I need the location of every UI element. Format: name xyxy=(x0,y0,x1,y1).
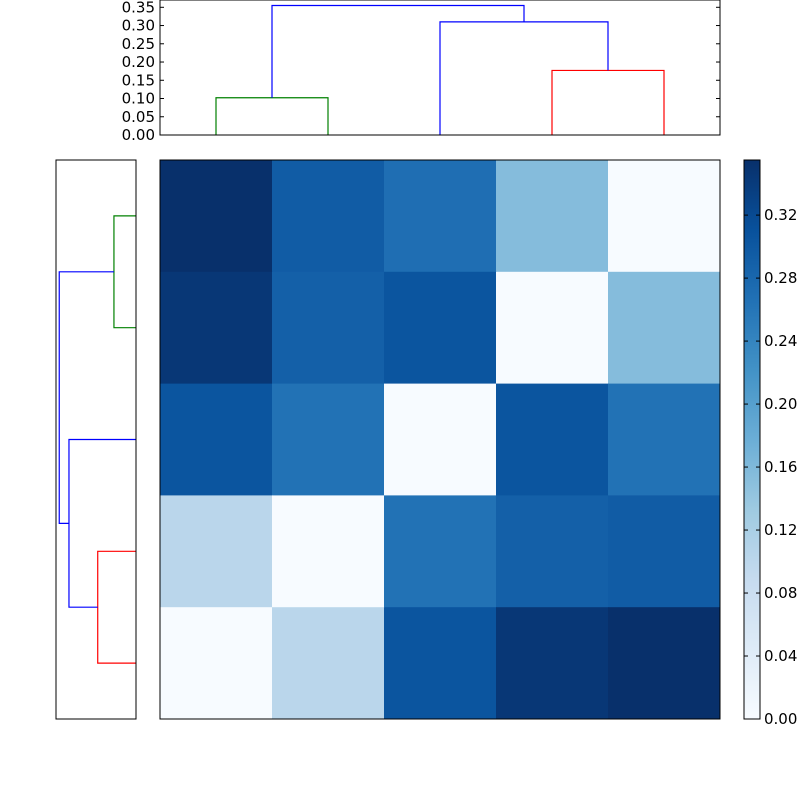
colorbar: 0.00 0.04 0.08 0.12 0.16 0.20 0.24 0.28 0.32 xyxy=(743,159,797,728)
heatmap-cell xyxy=(160,160,273,273)
heatmap-cell xyxy=(608,271,721,385)
top-dendrogram-link xyxy=(215,97,329,135)
top-dendrogram-y-tick-label: 0.20 xyxy=(122,53,155,71)
left-dendrogram-links xyxy=(58,215,136,664)
left-dendrogram-link xyxy=(113,215,136,329)
heatmap-cell xyxy=(272,160,385,273)
top-dendrogram-link xyxy=(439,21,609,135)
heatmap-cell xyxy=(384,160,497,273)
heatmap-cell xyxy=(608,383,721,496)
heatmap-cell xyxy=(496,607,609,720)
heatmap-cell xyxy=(160,383,273,496)
colorbar-tick-label: 0.04 xyxy=(764,647,797,665)
heatmap-cell xyxy=(496,495,609,608)
heatmap-cell xyxy=(608,607,721,720)
top-dendrogram-y-tick-label: 0.15 xyxy=(122,71,155,89)
top-dendrogram-y-tick-label: 0.00 xyxy=(122,126,155,144)
colorbar-tick-label: 0.16 xyxy=(764,458,797,476)
heatmap-cell xyxy=(384,271,497,385)
colorbar-tick-label: 0.20 xyxy=(764,395,797,413)
left-dendrogram-frame xyxy=(55,159,137,720)
top-dendrogram-link xyxy=(271,4,525,98)
colorbar-ticks: 0.00 0.04 0.08 0.12 0.16 0.20 0.24 0.28 0.32 xyxy=(744,206,797,728)
heatmap-cell xyxy=(272,495,385,608)
top-dendrogram-link xyxy=(551,69,665,135)
top-dendrogram-y-tick-label: 0.35 xyxy=(122,0,155,16)
colorbar-gradient xyxy=(743,159,761,720)
heatmap-cell xyxy=(496,271,609,385)
heatmap-cell xyxy=(272,271,385,385)
top-dendrogram-y-tick-label: 0.25 xyxy=(122,35,155,53)
top-dendrogram-y-axis: 0.000.050.100.150.200.250.300.35 xyxy=(122,0,720,144)
heatmap-cell xyxy=(496,383,609,496)
heatmap-cell xyxy=(160,271,273,385)
colorbar-tick-label: 0.00 xyxy=(764,710,797,728)
heatmap-cell xyxy=(384,607,497,720)
top-dendrogram-y-tick-label: 0.30 xyxy=(122,17,155,35)
heatmap-cells xyxy=(160,160,721,720)
top-dendrogram-links xyxy=(215,4,665,135)
heatmap-cell xyxy=(272,383,385,496)
top-dendrogram-y-tick-label: 0.05 xyxy=(122,108,155,126)
heatmap-cell xyxy=(160,607,273,720)
left-dendrogram xyxy=(55,159,137,720)
colorbar-tick-label: 0.24 xyxy=(764,332,797,350)
heatmap-cell xyxy=(272,607,385,720)
heatmap-cell xyxy=(160,495,273,608)
colorbar-tick-label: 0.08 xyxy=(764,584,797,602)
left-dendrogram-link xyxy=(58,271,114,524)
heatmap-cell xyxy=(384,495,497,608)
left-dendrogram-link xyxy=(97,550,136,664)
heatmap xyxy=(159,159,721,720)
colorbar-tick-label: 0.28 xyxy=(764,269,797,287)
heatmap-frame xyxy=(159,159,721,720)
top-dendrogram: 0.000.050.100.150.200.250.300.35 xyxy=(122,0,721,144)
left-dendrogram-link xyxy=(68,438,136,608)
heatmap-cell xyxy=(608,160,721,273)
heatmap-cell xyxy=(608,495,721,608)
colorbar-tick-label: 0.12 xyxy=(764,521,797,539)
top-dendrogram-y-tick-label: 0.10 xyxy=(122,90,155,108)
heatmap-cell xyxy=(496,160,609,273)
top-dendrogram-frame xyxy=(159,0,721,136)
colorbar-tick-label: 0.32 xyxy=(764,206,797,224)
heatmap-cell xyxy=(384,383,497,496)
